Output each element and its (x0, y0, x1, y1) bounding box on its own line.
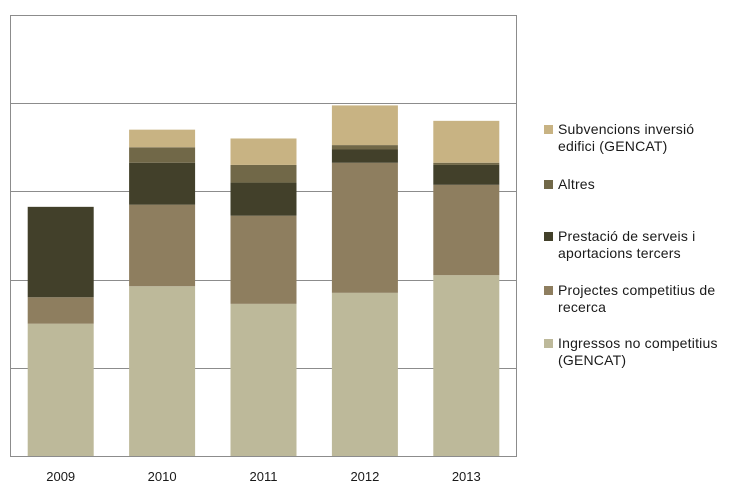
legend-swatch (544, 286, 553, 295)
plot-border (10, 15, 517, 457)
x-tick-label: 2010 (148, 469, 177, 483)
bar-2013-series-4 (433, 120, 500, 163)
bar-group (27, 105, 500, 456)
legend-swatch (544, 339, 553, 348)
bar-2010-series-0 (129, 286, 196, 456)
bar-2010-series-4 (129, 129, 196, 148)
legend-label: Subvencions inversió edifici (GENCAT) (558, 121, 695, 154)
legend-label: Altres (558, 176, 595, 192)
bar-2009-series-1 (27, 297, 94, 324)
legend-swatch (544, 125, 553, 134)
legend-label: Prestació de serveis i aportacions terce… (558, 228, 696, 261)
bar-2013-series-1 (433, 184, 500, 276)
bar-2011-series-2 (230, 182, 297, 216)
bar-2013-series-3 (433, 162, 500, 165)
bar-2012-series-0 (331, 292, 398, 456)
plot-frame (10, 15, 517, 457)
bar-2011-series-0 (230, 303, 297, 456)
x-tick-label: 2011 (250, 469, 278, 483)
bar-2012-series-2 (331, 149, 398, 163)
bar-2012-series-1 (331, 162, 398, 293)
bar-2010-series-2 (129, 162, 196, 205)
bar-2012-series-3 (331, 145, 398, 150)
legend-swatch (544, 232, 553, 241)
bar-2011-series-1 (230, 215, 297, 304)
bar-2009-series-0 (27, 323, 94, 456)
x-tick-label: 2012 (350, 469, 379, 483)
bar-2012-series-4 (331, 105, 398, 146)
bar-2010-series-1 (129, 204, 196, 287)
legend-label: Projectes competitius de recerca (558, 282, 716, 315)
bar-2013-series-2 (433, 164, 500, 185)
bar-2010-series-3 (129, 147, 196, 163)
x-tick-label: 2013 (452, 469, 481, 483)
bar-2011-series-3 (230, 164, 297, 183)
bar-2011-series-4 (230, 138, 297, 165)
legend-swatch (544, 180, 553, 189)
bar-2009-series-2 (27, 206, 94, 298)
legend-label: Ingressos no competitius (GENCAT) (558, 335, 718, 368)
x-tick-label: 2009 (46, 469, 75, 483)
bar-2013-series-0 (433, 275, 500, 456)
x-axis-ticks: 2009 2010 2011 2012 2013 (46, 469, 481, 483)
